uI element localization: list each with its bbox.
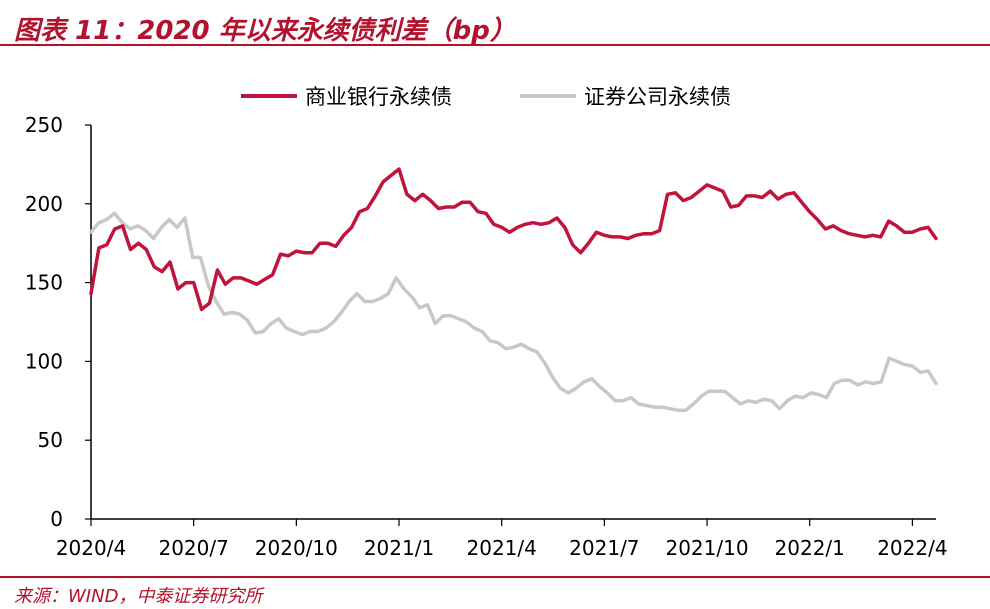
source-note: 来源：WIND，中泰证券研究所 bbox=[14, 586, 263, 607]
legend-label: 商业银行永续债 bbox=[305, 85, 452, 109]
series-group bbox=[89, 167, 938, 413]
y-tick-label: 100 bbox=[25, 349, 63, 373]
footer-divider bbox=[0, 576, 990, 578]
y-axis: 0 50 100 150 200 250 bbox=[25, 113, 92, 531]
x-tick-label: 2022/1 bbox=[775, 536, 845, 560]
x-tick-label: 2021/10 bbox=[665, 536, 748, 560]
y-tick-label: 0 bbox=[50, 507, 63, 531]
legend: 商业银行永续债 证券公司永续债 bbox=[241, 85, 731, 109]
x-axis: 2020/4 2020/7 2020/10 2021/1 2021/4 2021/7 202… bbox=[56, 518, 948, 560]
series-line-bank bbox=[89, 167, 938, 312]
title-divider bbox=[0, 44, 990, 46]
x-tick-label: 2020/7 bbox=[158, 536, 228, 560]
chart-title: 图表 11：2020 年以来永续债利差（bp） bbox=[14, 16, 516, 46]
y-tick-label: 50 bbox=[38, 428, 63, 452]
x-tick-label: 2021/1 bbox=[364, 536, 434, 560]
x-tick-label: 2021/7 bbox=[569, 536, 639, 560]
x-tick-label: 2020/10 bbox=[255, 536, 338, 560]
series-line-securities bbox=[89, 211, 938, 413]
y-tick-label: 250 bbox=[25, 113, 63, 137]
x-tick-label: 2020/4 bbox=[56, 536, 126, 560]
y-tick-label: 150 bbox=[25, 271, 63, 295]
legend-label: 证券公司永续债 bbox=[584, 85, 731, 109]
x-tick-label: 2021/4 bbox=[467, 536, 537, 560]
y-tick-label: 200 bbox=[25, 192, 63, 216]
x-tick-label: 2022/4 bbox=[877, 536, 947, 560]
